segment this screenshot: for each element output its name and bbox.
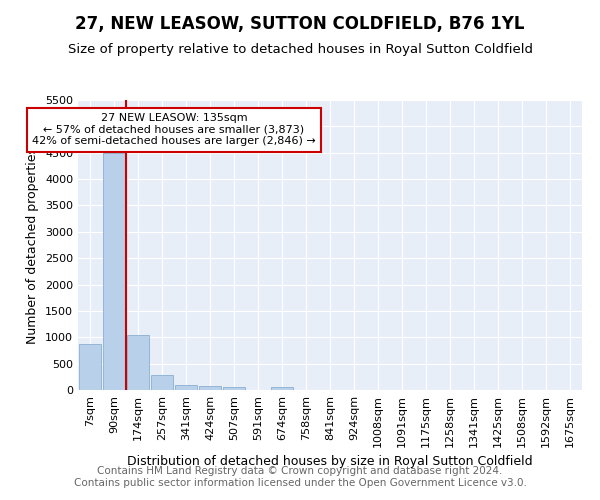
Bar <box>199 386 221 390</box>
Text: Size of property relative to detached houses in Royal Sutton Coldfield: Size of property relative to detached ho… <box>67 42 533 56</box>
Bar <box>223 387 245 390</box>
Text: 27 NEW LEASOW: 135sqm
← 57% of detached houses are smaller (3,873)
42% of semi-d: 27 NEW LEASOW: 135sqm ← 57% of detached … <box>32 113 316 146</box>
Text: 27, NEW LEASOW, SUTTON COLDFIELD, B76 1YL: 27, NEW LEASOW, SUTTON COLDFIELD, B76 1Y… <box>75 15 525 33</box>
Bar <box>103 152 125 390</box>
Y-axis label: Number of detached properties: Number of detached properties <box>26 146 40 344</box>
Bar <box>271 387 293 390</box>
Bar <box>175 385 197 390</box>
Bar <box>151 374 173 390</box>
Bar <box>127 334 149 390</box>
Text: Contains HM Land Registry data © Crown copyright and database right 2024.
Contai: Contains HM Land Registry data © Crown c… <box>74 466 526 487</box>
X-axis label: Distribution of detached houses by size in Royal Sutton Coldfield: Distribution of detached houses by size … <box>127 455 533 468</box>
Bar <box>79 344 101 390</box>
